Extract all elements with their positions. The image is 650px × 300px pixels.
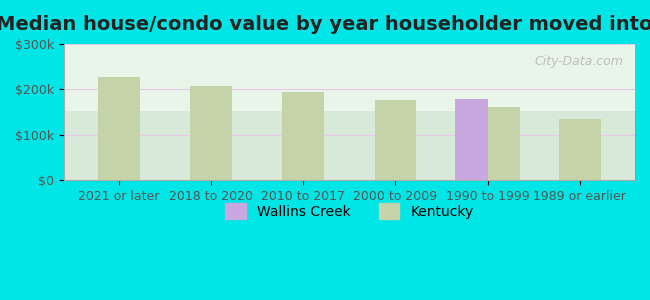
Bar [456, 99, 488, 180]
Legend: Wallins Creek, Kentucky: Wallins Creek, Kentucky [220, 197, 479, 225]
Title: Median house/condo value by year householder moved into unit: Median house/condo value by year househo… [0, 15, 650, 34]
Bar [98, 76, 140, 180]
Bar [282, 92, 324, 180]
Text: City-Data.com: City-Data.com [535, 55, 623, 68]
Bar [488, 107, 520, 180]
Bar [190, 86, 232, 180]
Bar [559, 119, 601, 180]
Bar [374, 100, 417, 180]
